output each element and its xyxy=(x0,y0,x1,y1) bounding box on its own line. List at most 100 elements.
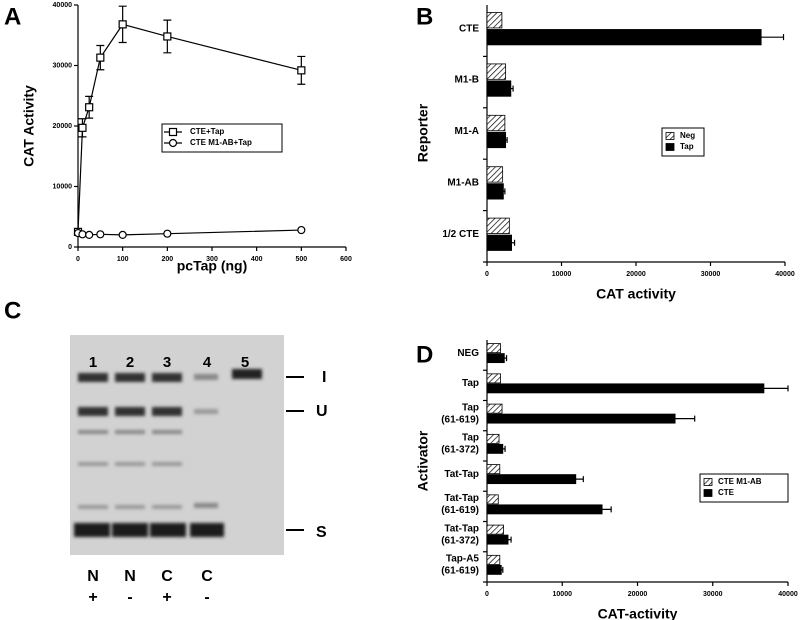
gel-image xyxy=(70,335,284,555)
bar xyxy=(486,413,676,424)
legend-label: CTE M1-AB xyxy=(718,477,762,486)
x-tick-label: 300 xyxy=(206,256,218,263)
marker xyxy=(163,229,172,238)
x-tick-label: 0 xyxy=(76,256,80,263)
x-tick-label: 10000 xyxy=(553,591,573,598)
bar xyxy=(486,504,603,515)
lane-label: 4 xyxy=(203,354,212,371)
error-bar xyxy=(510,85,514,92)
bar xyxy=(486,464,501,475)
lane-label: 1 xyxy=(89,354,97,371)
marker xyxy=(168,127,178,137)
y-axis-title: CAT Activity xyxy=(21,85,37,167)
marker xyxy=(85,230,94,239)
marker xyxy=(96,53,105,62)
marker xyxy=(163,32,172,41)
bar xyxy=(486,131,507,149)
bar xyxy=(486,353,505,364)
bar xyxy=(486,534,509,545)
gel-panel: C I U S 1 2 3 4 5 N N C C + - + - xyxy=(4,297,328,606)
error-bar xyxy=(504,355,508,362)
marker xyxy=(297,66,306,75)
bar xyxy=(486,524,504,535)
lane-label: 3 xyxy=(163,354,171,371)
y-tick-label: Tat-Tap xyxy=(444,469,479,480)
error-bar xyxy=(503,188,506,195)
x-tick-label: 0 xyxy=(485,271,489,278)
bar xyxy=(486,63,507,80)
band-label: I xyxy=(322,369,326,386)
y-tick-label: Tat-Tap xyxy=(444,493,479,504)
lane-sign: + xyxy=(162,589,171,606)
y-tick-label: 1/2 CTE xyxy=(442,229,479,240)
error-bar xyxy=(763,385,789,392)
panel-letter: C xyxy=(4,297,21,324)
x-tick-label: 100 xyxy=(117,256,129,263)
y-tick-label: Tap xyxy=(462,378,479,389)
lane-condition: C xyxy=(161,568,173,585)
marker xyxy=(297,225,306,235)
x-tick-label: 200 xyxy=(161,256,173,263)
y-axis-title: Activator xyxy=(415,430,431,491)
y-tick-label: M1-AB xyxy=(447,178,479,189)
lane-label: 5 xyxy=(241,354,249,371)
legend-label: CTE+Tap xyxy=(190,127,224,136)
legend-label: Tap xyxy=(680,142,694,151)
error-bar xyxy=(505,136,508,143)
gel-bands xyxy=(74,369,262,537)
marker xyxy=(168,138,178,148)
marker xyxy=(118,230,127,239)
y-tick-label: (61-372) xyxy=(441,535,479,546)
legend-box xyxy=(161,123,283,153)
panel-letter: A xyxy=(4,3,21,30)
legend-swatch xyxy=(703,478,713,486)
lane-condition: N xyxy=(124,568,136,585)
bar xyxy=(486,343,501,354)
marker xyxy=(85,103,94,112)
x-axis-title: CAT-activity xyxy=(598,606,678,620)
x-axis-title: pcTap (ng) xyxy=(177,258,248,274)
error-bar xyxy=(602,506,612,513)
bar xyxy=(486,29,762,46)
marker xyxy=(118,20,127,29)
marker xyxy=(96,230,105,239)
x-tick-label: 40000 xyxy=(778,591,798,598)
marker xyxy=(78,230,87,239)
bar xyxy=(486,234,512,251)
x-tick-label: 40000 xyxy=(775,271,795,278)
legend-label: Neg xyxy=(680,131,695,140)
bar xyxy=(486,564,502,575)
y-tick-label: 20000 xyxy=(53,123,73,130)
bar xyxy=(486,443,504,454)
y-axis-title: Reporter xyxy=(415,103,431,162)
x-tick-label: 20000 xyxy=(628,591,648,598)
x-axis-title: CAT activity xyxy=(596,286,676,302)
y-tick-label: Tat-Tap xyxy=(444,523,479,534)
error-bar xyxy=(502,445,506,452)
x-tick-label: 0 xyxy=(485,591,489,598)
legend-swatch xyxy=(665,143,675,151)
error-bar xyxy=(761,34,785,41)
y-tick-label: 0 xyxy=(68,244,72,251)
y-tick-label: 40000 xyxy=(53,2,73,9)
bar xyxy=(486,554,501,565)
lane-sign: + xyxy=(88,589,97,606)
y-tick-label: 10000 xyxy=(53,183,73,190)
lane-sign: - xyxy=(204,589,209,606)
bar xyxy=(486,183,504,200)
bar xyxy=(486,217,510,234)
lane-sign: - xyxy=(127,589,132,606)
band-label: S xyxy=(316,524,327,541)
lane-condition: C xyxy=(201,568,213,585)
y-tick-label: Tap-A5 xyxy=(446,554,480,565)
marker xyxy=(78,123,87,132)
bar xyxy=(486,494,499,505)
error-bar xyxy=(501,566,504,573)
band-label: U xyxy=(316,403,328,420)
legend-label: CTE M1-AB+Tap xyxy=(190,138,252,147)
error-bar xyxy=(511,239,516,246)
series-line xyxy=(77,229,302,236)
x-tick-label: 400 xyxy=(251,256,263,263)
y-tick-label: 30000 xyxy=(53,62,73,69)
